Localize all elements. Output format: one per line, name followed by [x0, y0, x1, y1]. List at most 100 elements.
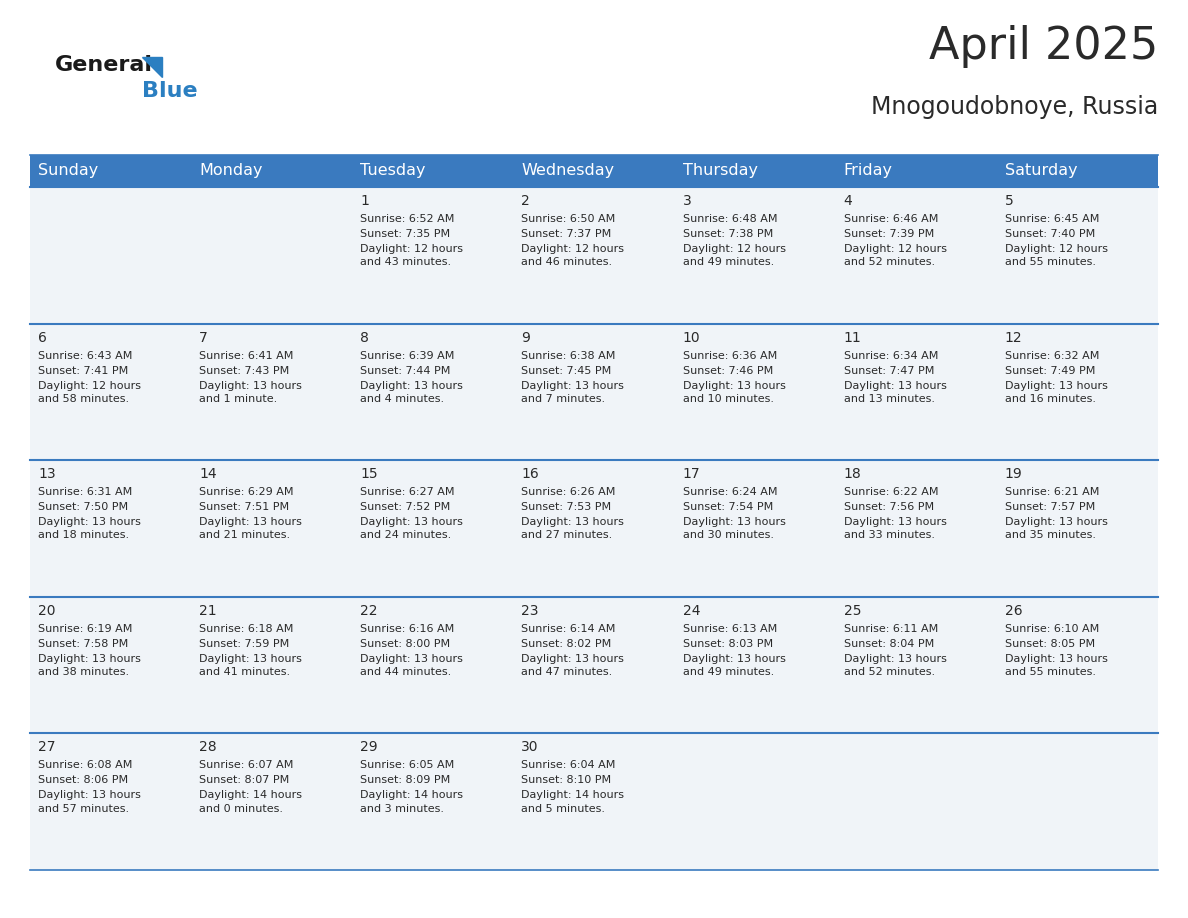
- Text: Daylight: 13 hours
and 4 minutes.: Daylight: 13 hours and 4 minutes.: [360, 381, 463, 404]
- Text: Daylight: 12 hours
and 55 minutes.: Daylight: 12 hours and 55 minutes.: [1005, 244, 1108, 267]
- Polygon shape: [143, 57, 162, 77]
- Text: Sunset: 7:45 PM: Sunset: 7:45 PM: [522, 365, 612, 375]
- Text: 30: 30: [522, 741, 539, 755]
- Text: Sunrise: 6:08 AM: Sunrise: 6:08 AM: [38, 760, 132, 770]
- Text: General: General: [55, 55, 153, 75]
- Text: Daylight: 13 hours
and 1 minute.: Daylight: 13 hours and 1 minute.: [200, 381, 302, 404]
- Text: Sunset: 7:47 PM: Sunset: 7:47 PM: [843, 365, 934, 375]
- Text: Sunrise: 6:41 AM: Sunrise: 6:41 AM: [200, 351, 293, 361]
- Text: Sunrise: 6:50 AM: Sunrise: 6:50 AM: [522, 214, 615, 224]
- Text: 15: 15: [360, 467, 378, 481]
- Text: Friday: Friday: [843, 163, 892, 178]
- Text: Sunset: 7:43 PM: Sunset: 7:43 PM: [200, 365, 290, 375]
- Text: Sunset: 7:49 PM: Sunset: 7:49 PM: [1005, 365, 1095, 375]
- Text: Daylight: 12 hours
and 46 minutes.: Daylight: 12 hours and 46 minutes.: [522, 244, 625, 267]
- Text: Sunrise: 6:45 AM: Sunrise: 6:45 AM: [1005, 214, 1099, 224]
- Text: Sunset: 7:54 PM: Sunset: 7:54 PM: [683, 502, 773, 512]
- Text: Daylight: 13 hours
and 13 minutes.: Daylight: 13 hours and 13 minutes.: [843, 381, 947, 404]
- Text: Tuesday: Tuesday: [360, 163, 425, 178]
- Text: 13: 13: [38, 467, 56, 481]
- Text: Sunset: 7:44 PM: Sunset: 7:44 PM: [360, 365, 450, 375]
- Text: 1: 1: [360, 194, 369, 208]
- Text: Sunset: 7:46 PM: Sunset: 7:46 PM: [683, 365, 773, 375]
- Text: Sunset: 7:41 PM: Sunset: 7:41 PM: [38, 365, 128, 375]
- Text: Daylight: 13 hours
and 10 minutes.: Daylight: 13 hours and 10 minutes.: [683, 381, 785, 404]
- Text: 11: 11: [843, 330, 861, 344]
- Text: 17: 17: [683, 467, 700, 481]
- Text: Sunset: 7:52 PM: Sunset: 7:52 PM: [360, 502, 450, 512]
- Text: Daylight: 14 hours
and 3 minutes.: Daylight: 14 hours and 3 minutes.: [360, 790, 463, 813]
- Text: 22: 22: [360, 604, 378, 618]
- Text: Sunrise: 6:39 AM: Sunrise: 6:39 AM: [360, 351, 455, 361]
- Text: Sunrise: 6:05 AM: Sunrise: 6:05 AM: [360, 760, 455, 770]
- Text: Sunrise: 6:04 AM: Sunrise: 6:04 AM: [522, 760, 615, 770]
- Text: Sunrise: 6:19 AM: Sunrise: 6:19 AM: [38, 624, 132, 633]
- Text: 12: 12: [1005, 330, 1023, 344]
- Text: 18: 18: [843, 467, 861, 481]
- Text: Sunrise: 6:21 AM: Sunrise: 6:21 AM: [1005, 487, 1099, 498]
- Text: April 2025: April 2025: [929, 25, 1158, 68]
- Text: Sunset: 7:35 PM: Sunset: 7:35 PM: [360, 229, 450, 239]
- Text: 23: 23: [522, 604, 539, 618]
- Text: Sunset: 7:38 PM: Sunset: 7:38 PM: [683, 229, 773, 239]
- Text: Blue: Blue: [143, 81, 197, 101]
- Text: 9: 9: [522, 330, 530, 344]
- Text: Sunrise: 6:27 AM: Sunrise: 6:27 AM: [360, 487, 455, 498]
- Text: Sunset: 7:56 PM: Sunset: 7:56 PM: [843, 502, 934, 512]
- Text: Sunset: 7:57 PM: Sunset: 7:57 PM: [1005, 502, 1095, 512]
- Text: Sunset: 8:09 PM: Sunset: 8:09 PM: [360, 776, 450, 786]
- Text: Daylight: 13 hours
and 7 minutes.: Daylight: 13 hours and 7 minutes.: [522, 381, 625, 404]
- Bar: [513, 155, 675, 187]
- Text: Sunrise: 6:36 AM: Sunrise: 6:36 AM: [683, 351, 777, 361]
- Text: Sunrise: 6:22 AM: Sunrise: 6:22 AM: [843, 487, 939, 498]
- Text: Sunrise: 6:07 AM: Sunrise: 6:07 AM: [200, 760, 293, 770]
- Text: Daylight: 13 hours
and 55 minutes.: Daylight: 13 hours and 55 minutes.: [1005, 654, 1107, 677]
- Text: Sunrise: 6:24 AM: Sunrise: 6:24 AM: [683, 487, 777, 498]
- Text: Sunset: 7:37 PM: Sunset: 7:37 PM: [522, 229, 612, 239]
- Text: Daylight: 12 hours
and 52 minutes.: Daylight: 12 hours and 52 minutes.: [843, 244, 947, 267]
- Text: Daylight: 13 hours
and 47 minutes.: Daylight: 13 hours and 47 minutes.: [522, 654, 625, 677]
- Text: 2: 2: [522, 194, 530, 208]
- Text: 7: 7: [200, 330, 208, 344]
- Text: Sunrise: 6:29 AM: Sunrise: 6:29 AM: [200, 487, 293, 498]
- Text: Sunrise: 6:10 AM: Sunrise: 6:10 AM: [1005, 624, 1099, 633]
- Bar: [30, 324, 1158, 460]
- Text: Daylight: 13 hours
and 27 minutes.: Daylight: 13 hours and 27 minutes.: [522, 517, 625, 541]
- Text: Sunrise: 6:32 AM: Sunrise: 6:32 AM: [1005, 351, 1099, 361]
- Text: 24: 24: [683, 604, 700, 618]
- Bar: [835, 155, 997, 187]
- Text: Sunrise: 6:31 AM: Sunrise: 6:31 AM: [38, 487, 132, 498]
- Text: Daylight: 13 hours
and 41 minutes.: Daylight: 13 hours and 41 minutes.: [200, 654, 302, 677]
- Text: Sunrise: 6:16 AM: Sunrise: 6:16 AM: [360, 624, 455, 633]
- Bar: [675, 155, 835, 187]
- Text: 14: 14: [200, 467, 216, 481]
- Text: Daylight: 13 hours
and 57 minutes.: Daylight: 13 hours and 57 minutes.: [38, 790, 141, 813]
- Text: Daylight: 12 hours
and 58 minutes.: Daylight: 12 hours and 58 minutes.: [38, 381, 141, 404]
- Text: Daylight: 13 hours
and 18 minutes.: Daylight: 13 hours and 18 minutes.: [38, 517, 141, 541]
- Text: Monday: Monday: [200, 163, 263, 178]
- Bar: [30, 597, 1158, 733]
- Text: 20: 20: [38, 604, 56, 618]
- Text: Sunset: 8:05 PM: Sunset: 8:05 PM: [1005, 639, 1095, 649]
- Bar: [30, 460, 1158, 597]
- Text: Sunrise: 6:52 AM: Sunrise: 6:52 AM: [360, 214, 455, 224]
- Text: Sunset: 8:02 PM: Sunset: 8:02 PM: [522, 639, 612, 649]
- Text: Sunrise: 6:26 AM: Sunrise: 6:26 AM: [522, 487, 615, 498]
- Text: Sunrise: 6:43 AM: Sunrise: 6:43 AM: [38, 351, 132, 361]
- Text: Daylight: 12 hours
and 43 minutes.: Daylight: 12 hours and 43 minutes.: [360, 244, 463, 267]
- Text: Sunset: 7:53 PM: Sunset: 7:53 PM: [522, 502, 612, 512]
- Text: Daylight: 13 hours
and 44 minutes.: Daylight: 13 hours and 44 minutes.: [360, 654, 463, 677]
- Text: Sunrise: 6:38 AM: Sunrise: 6:38 AM: [522, 351, 615, 361]
- Text: Daylight: 13 hours
and 38 minutes.: Daylight: 13 hours and 38 minutes.: [38, 654, 141, 677]
- Text: 26: 26: [1005, 604, 1023, 618]
- Text: 6: 6: [38, 330, 46, 344]
- Text: Thursday: Thursday: [683, 163, 758, 178]
- Text: Daylight: 13 hours
and 24 minutes.: Daylight: 13 hours and 24 minutes.: [360, 517, 463, 541]
- Text: Sunset: 8:04 PM: Sunset: 8:04 PM: [843, 639, 934, 649]
- Text: Daylight: 14 hours
and 5 minutes.: Daylight: 14 hours and 5 minutes.: [522, 790, 625, 813]
- Bar: [30, 187, 1158, 324]
- Text: Sunset: 7:39 PM: Sunset: 7:39 PM: [843, 229, 934, 239]
- Text: Daylight: 13 hours
and 49 minutes.: Daylight: 13 hours and 49 minutes.: [683, 654, 785, 677]
- Text: Sunrise: 6:18 AM: Sunrise: 6:18 AM: [200, 624, 293, 633]
- Text: 27: 27: [38, 741, 56, 755]
